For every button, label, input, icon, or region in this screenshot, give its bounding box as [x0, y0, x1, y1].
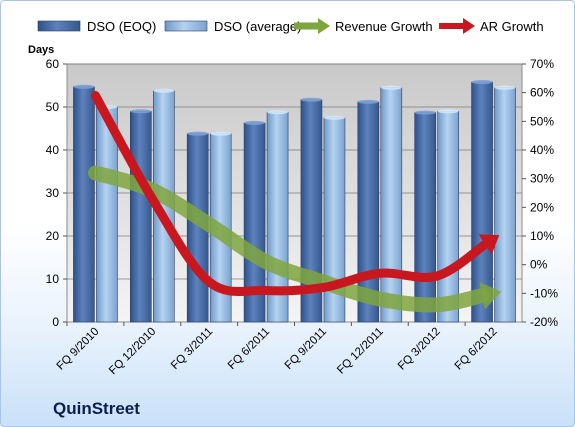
arrowhead-revenue-growth	[479, 281, 502, 310]
legend-swatch-dso-eoq	[37, 20, 81, 32]
legend-label: Revenue Growth	[335, 19, 433, 34]
bar-top-0-2	[187, 131, 209, 136]
right-tick-label: 10%	[530, 229, 554, 243]
right-tick-label: 30%	[530, 172, 554, 186]
category-label: FQ 9/2011	[283, 326, 329, 372]
category-label: FQ 9/2010	[55, 326, 102, 373]
legend-swatch-arrow	[463, 18, 475, 34]
bar-dso-average-6	[437, 111, 459, 323]
bar-top-0-1	[130, 109, 152, 114]
bar-top-0-4	[300, 97, 322, 102]
bar-top-1-5	[380, 85, 402, 90]
right-tick-label: 70%	[530, 57, 554, 71]
bar-dso-average-5	[380, 87, 403, 323]
bar-top-1-7	[494, 85, 516, 90]
arrowhead-ar-growth	[478, 234, 500, 255]
bar-dso-eoq-6	[414, 112, 436, 323]
bar-top-0-3	[244, 120, 266, 125]
right-tick-label: -10%	[530, 286, 558, 300]
left-axis-unit: Days	[28, 44, 54, 56]
left-tick-label: 10	[46, 272, 60, 286]
bar-top-0-7	[471, 80, 493, 85]
left-tick-label: 20	[46, 229, 60, 243]
bar-dso-average-7	[494, 87, 516, 323]
left-tick-label: 40	[46, 143, 60, 157]
legend-label: DSO (EOQ)	[87, 19, 156, 34]
category-label: FQ 12/2011	[335, 326, 386, 377]
right-tick-label: 20%	[530, 200, 554, 214]
bar-top-1-3	[267, 110, 289, 115]
bar-top-1-2	[210, 131, 232, 136]
bar-dso-eoq-1	[130, 111, 152, 323]
left-tick-label: 50	[46, 100, 60, 114]
bar-top-0-6	[414, 110, 436, 115]
legend-swatch-dso-average	[164, 20, 208, 32]
bar-top-0-0	[73, 84, 95, 89]
bar-dso-eoq-0	[73, 86, 95, 323]
category-label: FQ 12/2010	[107, 326, 158, 377]
right-tick-label: 50%	[530, 114, 554, 128]
right-tick-label: 0%	[530, 258, 548, 272]
line-ar-growth	[90, 91, 490, 297]
legend-label: AR Growth	[480, 19, 544, 34]
category-label: FQ 3/2011	[169, 326, 215, 372]
category-label: FQ 6/2012	[453, 326, 500, 373]
left-tick-label: 60	[46, 57, 60, 71]
company-name: QuinStreet	[53, 399, 140, 418]
legend-label: DSO (average)	[214, 19, 301, 34]
right-tick-label: 40%	[530, 143, 554, 157]
right-tick-label: -20%	[530, 315, 558, 329]
bar-top-0-5	[357, 99, 379, 104]
category-label: FQ 3/2012	[396, 326, 443, 373]
left-tick-label: 30	[46, 186, 60, 200]
legend-swatch-arrow	[318, 18, 330, 34]
left-tick-label: 0	[52, 315, 59, 329]
right-tick-label: 60%	[530, 86, 554, 100]
bar-top-1-6	[437, 109, 459, 114]
line-revenue-growth	[87, 165, 490, 313]
bar-top-1-4	[323, 115, 345, 120]
category-label: FQ 6/2011	[226, 326, 272, 372]
bar-top-1-1	[153, 88, 175, 93]
